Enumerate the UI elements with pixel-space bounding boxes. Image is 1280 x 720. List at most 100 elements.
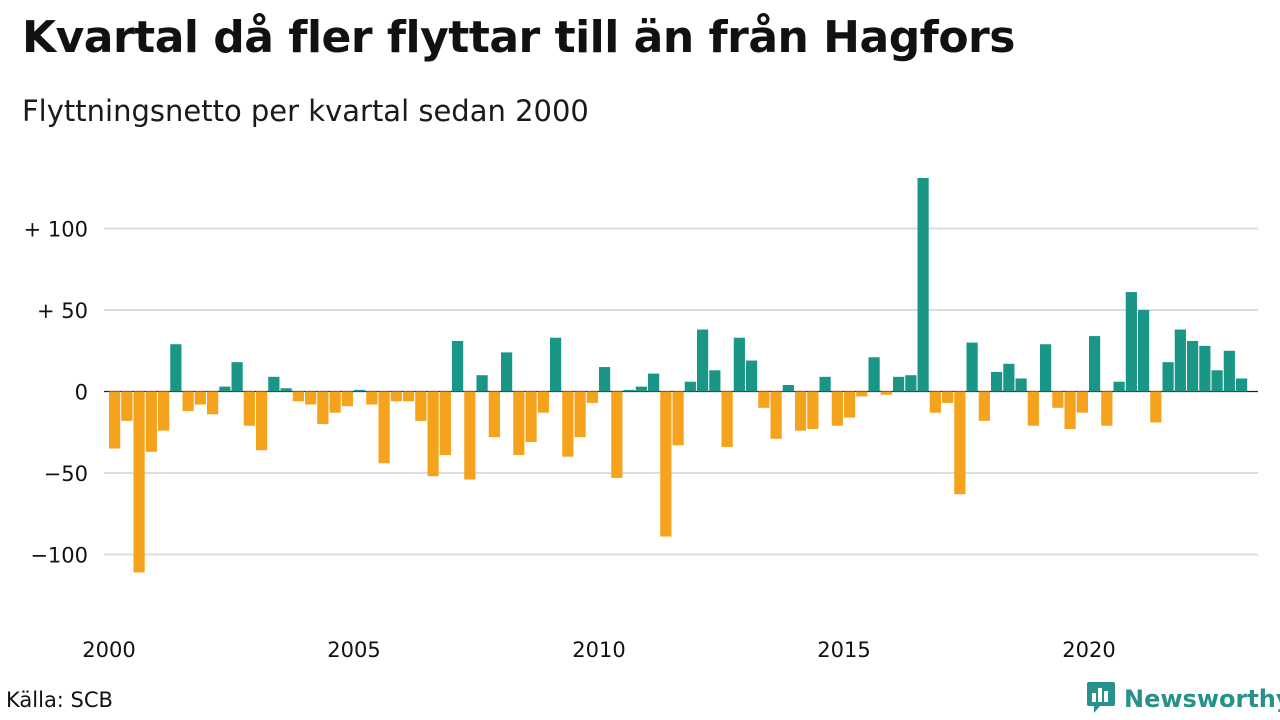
- bar: [635, 386, 647, 392]
- bar: [121, 391, 133, 421]
- bar: [1040, 344, 1052, 392]
- bar: [133, 391, 145, 573]
- bar: [831, 391, 843, 426]
- bar: [1236, 378, 1248, 392]
- chart-subtitle: Flyttningsnetto per kvartal sedan 2000: [22, 94, 589, 128]
- bar: [268, 376, 280, 392]
- bar: [782, 384, 794, 392]
- bar: [194, 391, 206, 405]
- bar: [1052, 391, 1064, 408]
- bar: [1211, 370, 1223, 392]
- bar: [807, 391, 819, 429]
- source-note: Källa: SCB: [6, 688, 113, 712]
- bar: [893, 376, 905, 392]
- bar: [390, 391, 402, 402]
- bar: [599, 367, 611, 392]
- bar: [219, 386, 231, 392]
- bar: [574, 391, 586, 438]
- bar: [1199, 345, 1211, 392]
- bar: [231, 362, 243, 392]
- bar: [991, 371, 1003, 392]
- bar: [1064, 391, 1076, 429]
- bar: [1027, 391, 1039, 426]
- y-tick-label: + 50: [37, 299, 88, 323]
- bar: [341, 391, 353, 407]
- bar-chart-logo-icon: [1086, 680, 1116, 718]
- bar: [611, 391, 623, 478]
- bar: [648, 373, 660, 392]
- bar: [942, 391, 954, 403]
- x-tick-label: 2000: [82, 638, 135, 662]
- bar: [109, 391, 121, 449]
- y-tick-label: + 100: [24, 218, 88, 242]
- bar: [1125, 292, 1137, 392]
- bar: [770, 391, 782, 439]
- bar: [1003, 363, 1015, 392]
- bar: [966, 342, 978, 392]
- x-tick-label: 2020: [1062, 638, 1115, 662]
- bar: [158, 391, 170, 431]
- bar: [403, 391, 415, 402]
- bar: [929, 391, 941, 413]
- bar: [1174, 329, 1186, 392]
- bar: [415, 391, 427, 421]
- bar: [501, 352, 513, 392]
- bar: [562, 391, 574, 457]
- bar: [709, 370, 721, 392]
- bar: [1089, 336, 1101, 392]
- bar: [378, 391, 390, 464]
- y-tick-label: −50: [44, 462, 88, 486]
- bar: [537, 391, 549, 413]
- x-tick-label: 2005: [327, 638, 380, 662]
- bar: [329, 391, 341, 413]
- bar: [746, 360, 758, 392]
- bar: [672, 391, 684, 446]
- bar: [476, 375, 488, 392]
- bar: [905, 375, 917, 392]
- bar: [305, 391, 317, 405]
- brand-name: Newsworthy: [1124, 685, 1280, 713]
- bar: [1101, 391, 1113, 426]
- bar: [697, 329, 709, 392]
- bar: [1150, 391, 1162, 423]
- bar: [856, 391, 868, 397]
- bar: [243, 391, 255, 426]
- bar: [1223, 350, 1235, 392]
- bar: [978, 391, 990, 421]
- bar: [1015, 378, 1027, 392]
- bar: [452, 340, 464, 392]
- bar: [758, 391, 770, 408]
- bar: [684, 381, 696, 392]
- bar: [354, 389, 366, 392]
- bar: [795, 391, 807, 431]
- x-tick-label: 2010: [572, 638, 625, 662]
- bar: [1187, 340, 1199, 392]
- bar: [819, 376, 831, 392]
- bar: [292, 391, 304, 402]
- bar: [721, 391, 733, 447]
- bar: [207, 391, 219, 415]
- bar: [954, 391, 966, 495]
- bar: [917, 177, 929, 392]
- bar: [623, 389, 635, 392]
- bar: [513, 391, 525, 456]
- bar: [868, 357, 880, 392]
- bar: [427, 391, 439, 477]
- bar: [1162, 362, 1174, 392]
- bar: [182, 391, 194, 412]
- bar: [280, 388, 292, 392]
- bar: [550, 337, 562, 392]
- bar: [660, 391, 672, 537]
- bar: [1076, 391, 1088, 413]
- bar: [488, 391, 500, 438]
- bar: [256, 391, 268, 451]
- bar: [1113, 381, 1125, 392]
- chart-title: Kvartal då fler flyttar till än från Hag…: [22, 12, 1015, 63]
- bar: [586, 391, 598, 403]
- x-tick-label: 2015: [817, 638, 870, 662]
- y-tick-label: 0: [75, 381, 88, 405]
- bar: [880, 391, 892, 395]
- bar: [317, 391, 329, 425]
- bar: [439, 391, 451, 456]
